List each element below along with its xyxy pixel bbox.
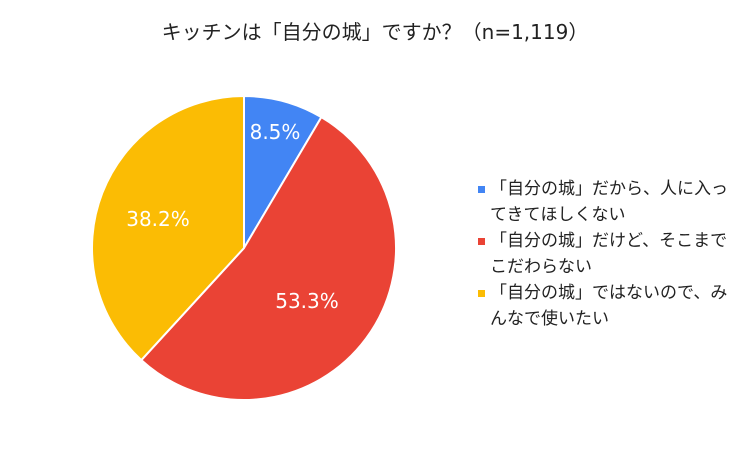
legend-item-2: 「自分の城」だけど、そこまでこだわらない [478, 228, 738, 280]
legend-swatch-red [478, 238, 485, 245]
legend-label-1: 「自分の城」だから、人に入ってきてほしくない [490, 179, 728, 225]
slice-2 [139, 115, 397, 401]
chart-title: キッチンは「自分の城」ですか？（n=1,119） [161, 20, 589, 44]
slice-label-1: 8.5% [250, 120, 301, 144]
slice-label-3: 38.2% [126, 207, 190, 231]
slice-3 [91, 94, 245, 362]
legend-item-3: 「自分の城」ではないので、みんなで使いたい [478, 280, 738, 332]
legend-item-1: 「自分の城」だから、人に入ってきてほしくない [478, 176, 738, 228]
legend-label-3: 「自分の城」ではないので、みんなで使いたい [490, 283, 728, 329]
slice-label-2: 53.3% [275, 289, 339, 313]
legend: 「自分の城」だから、人に入ってきてほしくない 「自分の城」だけど、そこまでこだわ… [478, 176, 738, 332]
legend-swatch-blue [478, 186, 485, 193]
legend-label-2: 「自分の城」だけど、そこまでこだわらない [490, 231, 728, 277]
legend-swatch-yellow [478, 290, 485, 297]
